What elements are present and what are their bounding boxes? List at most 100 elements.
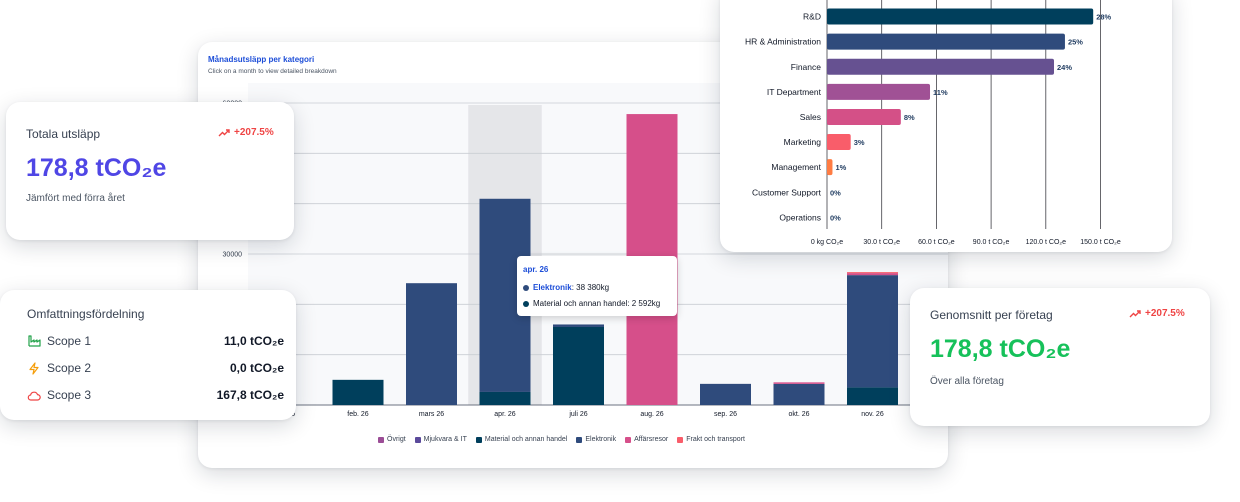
legend-swatch (576, 436, 583, 443)
legend-swatch (625, 436, 632, 443)
legend-swatch (475, 436, 482, 443)
legend-item[interactable]: Mjukvara & IT (414, 436, 467, 443)
average-per-company-card: Genomsnitt per företag +207.5% 178,8 tCO… (910, 288, 1210, 426)
scope-row[interactable]: Scope 3 167,8 tCO₂e (27, 386, 284, 404)
category-label: Management (771, 162, 821, 172)
scope-label: Scope 2 (47, 361, 92, 375)
scope-label: Scope 1 (47, 334, 92, 348)
total-emissions-value: 178,8 tCO₂e (26, 154, 167, 182)
trend-up-icon (1129, 309, 1141, 317)
tooltip-row: Material och annan handel: 2 592kg (523, 299, 660, 308)
total-emissions-card: Totala utsläpp +207.5% 178,8 tCO₂e Jämfö… (6, 102, 294, 240)
scope-value: 167,8 tCO₂e (216, 388, 284, 402)
scope-distribution-card: Omfattningsfördelning Scope 1 11,0 tCO₂e… (0, 290, 296, 420)
average-trend-badge: +207.5% (1129, 308, 1185, 319)
bar-segment (773, 382, 825, 384)
scope-value: 0,0 tCO₂e (229, 361, 284, 375)
lightning-icon (27, 361, 41, 375)
total-trend-value: +207.5% (234, 127, 274, 138)
bar-segment (847, 387, 898, 405)
category-label: Sales (800, 112, 821, 122)
scope-card-title: Omfattningsfördelning (27, 307, 145, 321)
x-tick-label: 150.0 t CO₂e (1080, 239, 1121, 246)
bar (827, 159, 833, 176)
bar (827, 33, 1065, 50)
scope-label: Scope 3 (47, 388, 92, 402)
total-emissions-title: Totala utsläpp (26, 127, 101, 141)
bar-segment (847, 275, 898, 388)
tooltip-title: apr. 26 (523, 265, 549, 274)
x-tick-label: 120.0 t CO₂e (1026, 239, 1067, 246)
tooltip-row: Elektronik: 38 380kg (523, 283, 609, 292)
legend-label: Övrigt (387, 436, 406, 443)
tooltip-dot-icon (523, 300, 529, 307)
average-title: Genomsnitt per företag (930, 308, 1053, 322)
scope-value: 11,0 tCO₂e (223, 334, 284, 348)
category-label: Finance (791, 62, 822, 72)
x-tick-label: 60.0 t CO₂e (918, 239, 955, 246)
chart-legend: Övrigt Mjukvara & IT Material och annan ha… (378, 436, 745, 443)
tooltip-dot-icon (523, 284, 529, 291)
category-label: Customer Support (752, 187, 822, 197)
legend-swatch (378, 436, 384, 443)
legend-item[interactable]: Övrigt (378, 436, 406, 443)
bar-value-label: 24% (1057, 63, 1072, 72)
legend-label: Material och annan handel (484, 436, 568, 443)
bar-segment (847, 272, 898, 274)
legend-item[interactable]: Frakt och transport (677, 436, 745, 443)
bar-value-label: 11% (933, 88, 948, 97)
category-label: Marketing (784, 137, 822, 147)
legend-label: Elektronik (585, 436, 617, 443)
factory-icon (27, 334, 41, 348)
tooltip-row-value: 2 592kg (631, 299, 661, 308)
legend-label: Mjukvara & IT (423, 436, 467, 443)
bar-value-label: 1% (835, 163, 846, 172)
bar (827, 134, 851, 151)
cloud-icon (27, 388, 41, 402)
x-tick-label: feb. 26 (347, 411, 369, 418)
total-trend-badge: +207.5% (218, 127, 274, 138)
department-emissions-card: R&D 28% HR & Administration 25% Finance 24% IT… (720, 0, 1172, 252)
tooltip-row-value: 38 380kg (576, 283, 610, 292)
tooltip-row-label: Material och annan handel (533, 299, 628, 308)
scope-row[interactable]: Scope 1 11,0 tCO₂e (27, 332, 284, 350)
x-tick-label: sep. 26 (714, 411, 737, 418)
bar-segment (553, 326, 604, 405)
x-tick-label: aug. 26 (640, 411, 663, 418)
x-tick-label: juli 26 (568, 411, 587, 418)
bar-segment (406, 283, 457, 405)
x-tick-label: 0 kg CO₂e (811, 239, 843, 246)
category-label: Operations (779, 212, 821, 222)
chart-tooltip: apr. 26 Elektronik: 38 380kg Material oc… (517, 256, 677, 316)
average-value: 178,8 tCO₂e (930, 335, 1071, 363)
x-tick-label: 30.0 t CO₂e (863, 239, 900, 246)
bar (827, 108, 901, 125)
trend-up-icon (218, 128, 230, 136)
bar-value-label: 0% (830, 213, 841, 222)
category-label: R&D (803, 12, 821, 22)
legend-item[interactable]: Elektronik (576, 436, 616, 443)
bar-value-label: 0% (830, 188, 841, 197)
legend-label: Affärsresor (634, 436, 669, 443)
bar-segment (700, 383, 751, 405)
bar (827, 58, 1055, 75)
scope-row[interactable]: Scope 2 0,0 tCO₂e (27, 359, 284, 377)
bar (827, 83, 931, 100)
average-trend-value: +207.5% (1145, 308, 1185, 319)
total-emissions-subtitle: Jämfört med förra året (26, 193, 125, 204)
department-chart[interactable]: R&D 28% HR & Administration 25% Finance 24% IT… (720, 0, 1172, 252)
legend-label: Frakt och transport (686, 436, 745, 443)
legend-item[interactable]: Material och annan handel (475, 436, 568, 443)
average-subtitle: Över alla företag (930, 376, 1004, 387)
y-tick-label: 30000 (223, 252, 243, 259)
bar-segment (773, 383, 825, 405)
legend-swatch (677, 436, 684, 443)
x-tick-label: okt. 26 (788, 411, 809, 418)
category-label: HR & Administration (745, 37, 821, 47)
category-label: IT Department (767, 87, 822, 97)
bar-segment (553, 324, 604, 327)
bar-value-label: 3% (854, 138, 865, 147)
legend-item[interactable]: Affärsresor (625, 436, 668, 443)
bar-segment (847, 273, 898, 276)
bar-value-label: 28% (1096, 13, 1111, 22)
